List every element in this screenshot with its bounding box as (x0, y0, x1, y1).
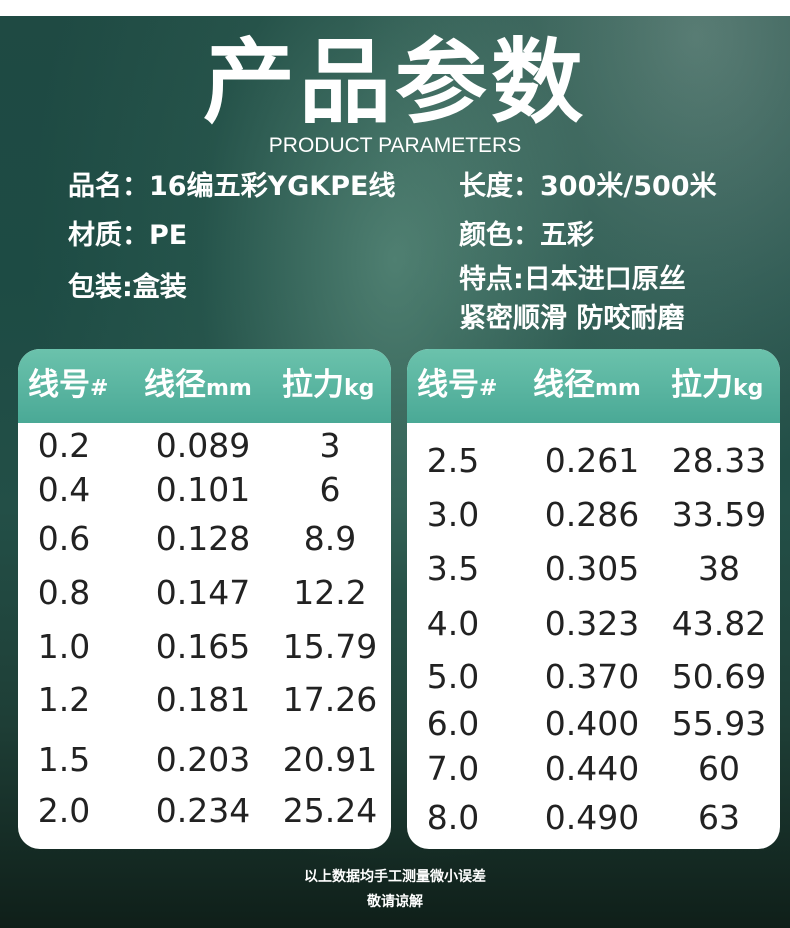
product-feature-2: 紧密顺滑 防咬耐磨 (459, 303, 685, 334)
product-color: 颜色：五彩 (459, 220, 594, 251)
cell-line-number: 0.4 (37, 470, 91, 509)
header-tension: 拉力kg (282, 367, 375, 403)
cell-line-number: 2.5 (426, 441, 480, 480)
cell-line-number: 0.8 (37, 573, 91, 612)
cell-diameter: 0.305 (544, 549, 640, 588)
cell-diameter: 0.440 (544, 749, 640, 788)
cell-line-number: 1.2 (37, 680, 91, 719)
header-line-number: 线号# (417, 367, 498, 403)
header-diameter: 线径mm (144, 367, 252, 403)
cell-diameter: 0.089 (155, 426, 251, 465)
spec-table-right: 线号# 线径mm 拉力kg 2.5 0.261 28.33 3.0 0.286 33.59… (407, 349, 780, 849)
cell-line-number: 0.2 (37, 426, 91, 465)
cell-line-number: 5.0 (426, 657, 480, 696)
cell-line-number: 6.0 (426, 704, 480, 743)
cell-tension: 28.33 (671, 441, 767, 480)
cell-tension: 55.93 (671, 704, 767, 743)
header-line-number: 线号# (28, 367, 109, 403)
cell-diameter: 0.261 (544, 441, 640, 480)
cell-diameter: 0.323 (544, 604, 640, 643)
cell-line-number: 7.0 (426, 749, 480, 788)
cell-diameter: 0.101 (155, 470, 251, 509)
header-tension: 拉力kg (671, 367, 764, 403)
product-feature-1: 特点:日本进口原丝 (459, 264, 686, 295)
cell-tension: 12.2 (293, 573, 367, 612)
header-diameter: 线径mm (533, 367, 641, 403)
cell-diameter: 0.128 (155, 519, 251, 558)
cell-tension: 50.69 (671, 657, 767, 696)
product-material: 材质：PE (68, 220, 188, 251)
cell-diameter: 0.370 (544, 657, 640, 696)
cell-tension: 38 (698, 549, 740, 588)
page-title: 产品参数 (202, 29, 587, 136)
top-white-band (0, 0, 790, 16)
product-packaging: 包装:盒装 (68, 272, 187, 303)
table-header: 线号# 线径mm 拉力kg (407, 349, 780, 423)
cell-diameter: 0.286 (544, 495, 640, 534)
cell-tension: 60 (698, 749, 740, 788)
cell-diameter: 0.234 (155, 791, 251, 830)
cell-tension: 20.91 (282, 740, 378, 779)
product-length: 长度：300米/500米 (459, 171, 717, 202)
table-header: 线号# 线径mm 拉力kg (18, 349, 391, 423)
cell-diameter: 0.165 (155, 627, 251, 666)
product-name: 品名：16编五彩YGKPE线 (68, 171, 396, 202)
cell-tension: 25.24 (282, 791, 378, 830)
cell-tension: 33.59 (671, 495, 767, 534)
cell-tension: 17.26 (282, 680, 378, 719)
cell-line-number: 0.6 (37, 519, 91, 558)
cell-tension: 8.9 (303, 519, 357, 558)
cell-line-number: 2.0 (37, 791, 91, 830)
cell-diameter: 0.490 (544, 798, 640, 837)
footnote-apology: 敬请谅解 (367, 894, 423, 910)
cell-line-number: 1.5 (37, 740, 91, 779)
cell-line-number: 4.0 (426, 604, 480, 643)
cell-line-number: 1.0 (37, 627, 91, 666)
cell-diameter: 0.147 (155, 573, 251, 612)
cell-tension: 15.79 (282, 627, 378, 666)
cell-line-number: 3.5 (426, 549, 480, 588)
cell-tension: 43.82 (671, 604, 767, 643)
footnote-disclaimer: 以上数据均手工测量微小误差 (304, 869, 486, 885)
page-subtitle: PRODUCT PARAMETERS (268, 134, 522, 157)
cell-line-number: 3.0 (426, 495, 480, 534)
cell-line-number: 8.0 (426, 798, 480, 837)
spec-table-left: 线号# 线径mm 拉力kg 0.2 0.089 3 0.4 0.101 6 0.6 0.128… (18, 349, 391, 849)
cell-tension: 6 (319, 470, 341, 509)
cell-diameter: 0.181 (155, 680, 251, 719)
cell-tension: 63 (698, 798, 740, 837)
cell-tension: 3 (319, 426, 341, 465)
cell-diameter: 0.203 (155, 740, 251, 779)
cell-diameter: 0.400 (544, 704, 640, 743)
